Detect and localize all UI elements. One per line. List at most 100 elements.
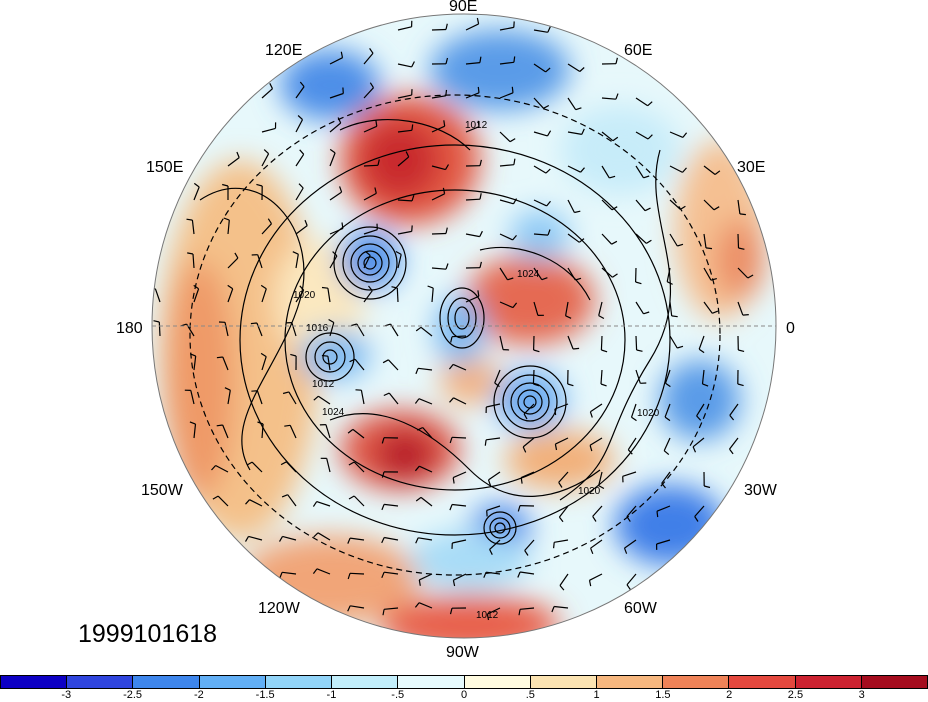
wind-barb-flag	[635, 281, 642, 285]
wind-barb	[420, 326, 433, 337]
wind-barb	[558, 505, 569, 518]
colorbar-tick-label: 3	[858, 689, 865, 701]
wind-barb-flag	[533, 349, 540, 353]
wind-barb-flag	[193, 182, 200, 188]
wind-barb-flag	[644, 207, 651, 212]
wind-barb-flag	[350, 323, 358, 327]
wind-barb-flag	[671, 315, 678, 318]
wind-barb	[601, 199, 613, 211]
wind-barb-flag	[729, 448, 734, 455]
wind-barb	[227, 288, 234, 303]
wind-barb	[622, 471, 637, 477]
wind-barb-flag	[257, 421, 264, 425]
wind-barb-flag	[692, 446, 697, 453]
wind-barb-flag	[382, 359, 389, 364]
lon-label-30w: 30W	[744, 482, 777, 499]
lon-label-60w: 60W	[624, 600, 657, 617]
wind-barb-flag	[312, 568, 318, 574]
wind-barb	[329, 255, 338, 269]
wind-barb	[533, 301, 539, 316]
wind-barb-flag	[297, 115, 303, 121]
wind-barb-flag	[517, 571, 521, 578]
wind-barbs	[152, 17, 754, 621]
wind-barb	[326, 458, 331, 473]
wind-barb-flag	[588, 580, 592, 587]
wind-barb-flag	[487, 479, 492, 486]
wind-barb-flag	[368, 285, 373, 292]
wind-barb-flag	[313, 395, 319, 401]
wind-barb-flag	[601, 349, 608, 353]
wind-barb	[703, 199, 715, 211]
wind-barb	[352, 428, 365, 439]
wind-barb-flag	[414, 398, 420, 404]
wind-barb-flag	[512, 235, 517, 241]
wind-barb	[598, 471, 603, 486]
wind-barb-flag	[236, 151, 240, 158]
wind-barb	[499, 26, 514, 31]
wind-barb	[295, 289, 305, 303]
wind-barb-flag	[415, 537, 419, 544]
wind-barb	[663, 437, 671, 451]
wind-barb	[626, 573, 637, 586]
wind-barb-flag	[611, 206, 618, 211]
wind-barb	[363, 52, 374, 65]
wind-barb-flag	[737, 383, 744, 387]
wind-barb	[601, 267, 613, 278]
wind-barb	[592, 505, 603, 517]
colorbar-tick-label: .5	[525, 689, 535, 701]
wind-barb-flag	[391, 286, 398, 289]
wind-barb	[396, 287, 399, 303]
wind-barb-flag	[449, 397, 454, 403]
wind-barb	[635, 165, 645, 179]
wind-barb-flag	[377, 159, 380, 166]
wind-barb-flag	[299, 149, 305, 155]
wind-barb	[384, 607, 399, 610]
wind-barb	[452, 363, 467, 371]
wind-barb-flag	[348, 461, 355, 466]
wind-barb	[598, 301, 603, 316]
wind-barb	[601, 233, 613, 245]
isobar-labels: 1020 1016 1012 1024 1024 1020 1020 1012 …	[293, 120, 660, 621]
wind-barb	[329, 191, 342, 201]
wind-barb	[452, 471, 467, 479]
wind-barb	[327, 288, 331, 303]
isobar-label: 1016	[306, 323, 329, 334]
wind-barb	[635, 335, 638, 351]
wind-barb-flag	[383, 392, 390, 397]
wind-barb	[295, 225, 308, 235]
wind-barb	[486, 571, 501, 575]
wind-barb	[533, 97, 544, 109]
wind-barb	[626, 505, 637, 517]
wind-barb	[397, 199, 413, 202]
colorbar-tick-label: 1	[593, 689, 600, 701]
wind-barb-flag	[415, 368, 419, 375]
wind-barb-flag	[575, 107, 582, 111]
wind-barb-flag	[292, 251, 299, 255]
wind-barb	[248, 535, 263, 541]
wind-barb	[465, 23, 479, 31]
lon-label-150e: 150E	[146, 159, 184, 176]
wind-barb	[533, 233, 549, 236]
wind-barb	[499, 92, 514, 99]
wind-barb	[329, 152, 336, 167]
wind-barb-flag	[339, 186, 343, 193]
wind-barb	[624, 539, 637, 549]
wind-barb	[729, 437, 739, 450]
wind-barb	[384, 503, 399, 507]
wind-barb-flag	[574, 210, 581, 214]
wind-barb-flag	[267, 218, 273, 225]
wind-barb-flag	[592, 516, 597, 522]
wind-barb	[261, 153, 270, 167]
polar-map: 1020 1016 1012 1024 1024 1020 1020 1012 …	[151, 13, 777, 639]
wind-barb-flag	[554, 443, 558, 451]
lon-label-150w: 150W	[141, 482, 183, 499]
wind-barb-flag	[494, 382, 500, 388]
wind-barb	[499, 164, 514, 167]
wind-barb	[487, 607, 501, 615]
low-center	[333, 226, 407, 300]
wind-barb-flag	[664, 416, 671, 422]
wind-barb-flag	[415, 326, 422, 332]
wind-barb-flag	[476, 17, 480, 25]
wind-barb-flag	[321, 354, 328, 357]
wind-barb-flag	[187, 252, 194, 255]
